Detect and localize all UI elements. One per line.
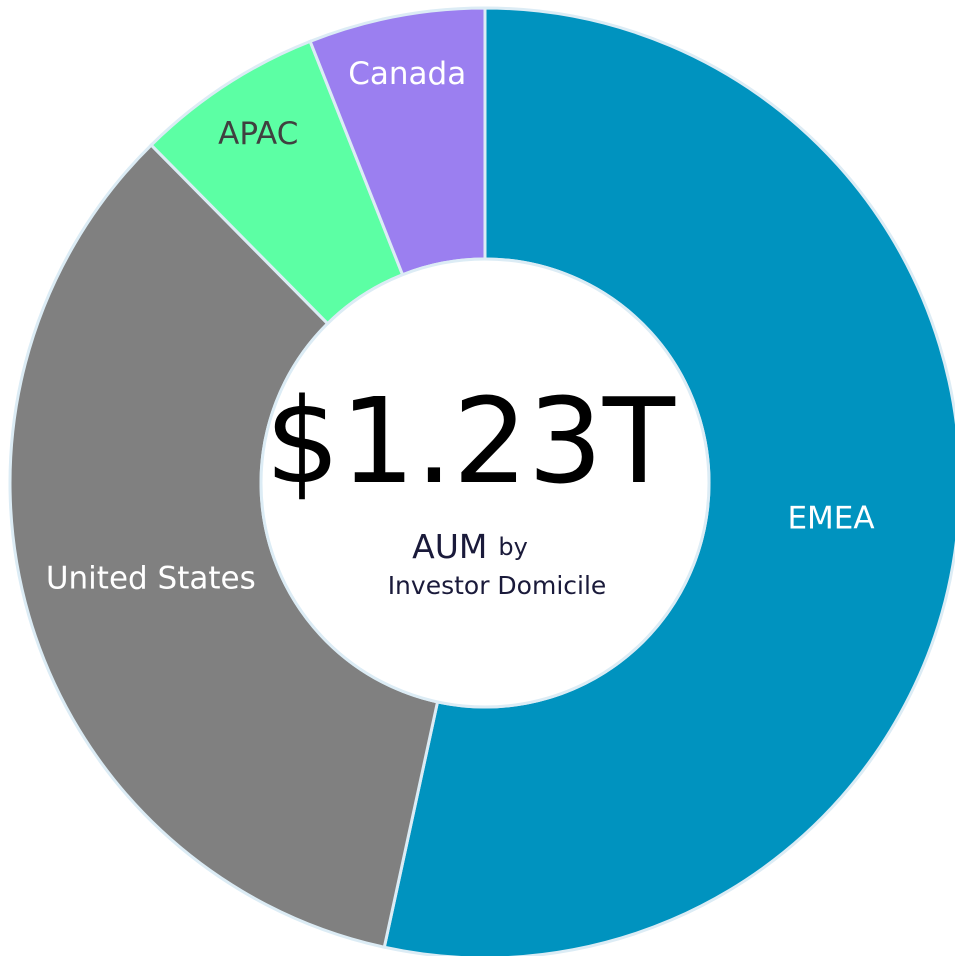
center-label-by: by [498, 533, 527, 561]
slices [8, 6, 955, 956]
slice-label: Canada [348, 56, 466, 92]
slice-label: EMEA [787, 501, 874, 537]
slice-label: United States [46, 561, 256, 597]
center-label-main: AUM [412, 527, 487, 566]
center-label-sub: Investor Domicile [388, 571, 607, 600]
center-value: $1.23T [265, 372, 676, 510]
donut-hole [259, 257, 711, 709]
center-label: AUM by [412, 527, 528, 566]
labels: EMEA United States APAC Canada [46, 56, 875, 597]
slice-label: APAC [218, 116, 298, 152]
